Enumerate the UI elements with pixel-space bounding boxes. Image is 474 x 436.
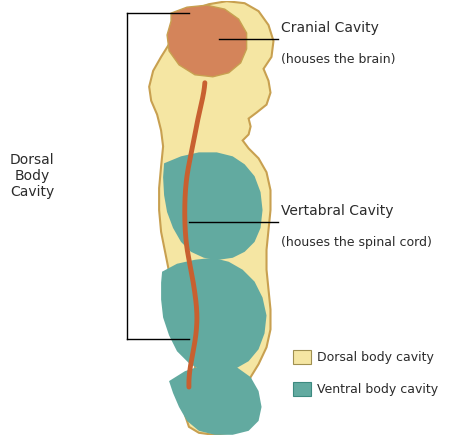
Polygon shape <box>169 363 262 435</box>
Text: Cranial Cavity: Cranial Cavity <box>282 21 379 35</box>
FancyBboxPatch shape <box>293 350 311 364</box>
Text: Ventral body cavity: Ventral body cavity <box>317 382 438 395</box>
Text: (houses the spinal cord): (houses the spinal cord) <box>282 236 432 249</box>
Polygon shape <box>167 5 246 77</box>
Polygon shape <box>161 258 266 373</box>
FancyBboxPatch shape <box>293 382 311 396</box>
Polygon shape <box>163 152 263 260</box>
Text: (houses the brain): (houses the brain) <box>282 53 396 66</box>
Polygon shape <box>149 1 273 435</box>
Text: Vertabral Cavity: Vertabral Cavity <box>282 204 394 218</box>
Text: Dorsal body cavity: Dorsal body cavity <box>317 351 434 364</box>
Text: Dorsal
Body
Cavity: Dorsal Body Cavity <box>10 153 55 199</box>
